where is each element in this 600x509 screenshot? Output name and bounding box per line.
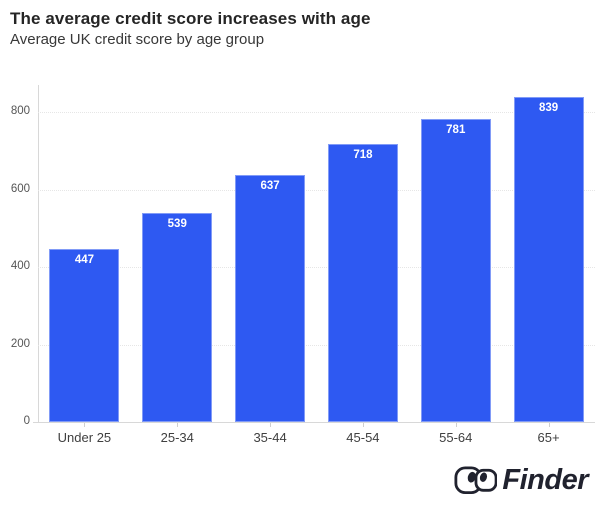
- gridline: [38, 267, 595, 269]
- finder-eyes-icon: [454, 466, 498, 495]
- bar: 637: [235, 175, 306, 422]
- gridline: [38, 344, 595, 346]
- x-axis-tick: [84, 423, 86, 427]
- y-tick-label: 200: [10, 337, 30, 350]
- bar: 718: [327, 143, 398, 422]
- y-axis-line: [38, 85, 39, 423]
- bar-value-label: 447: [74, 253, 94, 266]
- finder-logo-text: Finder: [502, 464, 588, 496]
- x-axis-tick: [177, 423, 179, 427]
- x-axis-label: 65+: [537, 430, 560, 445]
- x-axis-label: 35-44: [253, 430, 287, 445]
- x-axis-label: 25-34: [160, 430, 194, 445]
- bar-value-label: 539: [167, 218, 187, 231]
- y-tick-label: 600: [10, 182, 30, 195]
- gridline: [38, 189, 595, 191]
- x-axis-label: 55-64: [439, 430, 473, 445]
- bar-value-label: 718: [353, 148, 373, 161]
- bar: 447: [49, 248, 120, 422]
- bar: 539: [142, 213, 213, 422]
- gridline: [38, 112, 595, 114]
- x-axis-label: Under 25: [57, 430, 112, 445]
- x-axis-line: [33, 422, 595, 423]
- chart-subtitle: Average UK credit score by age group: [10, 31, 265, 48]
- y-tick-label: 0: [23, 415, 30, 427]
- bar-value-label: 839: [538, 102, 559, 114]
- bar: 781: [420, 119, 491, 422]
- bar-value-label: 637: [260, 180, 280, 193]
- x-axis-label: 45-54: [346, 430, 380, 445]
- x-axis-tick: [455, 423, 457, 427]
- x-axis-tick: [270, 423, 272, 427]
- x-axis-tick: [362, 423, 364, 427]
- y-tick-label: 800: [10, 105, 30, 118]
- chart-title: The average credit score increases with …: [10, 9, 371, 28]
- y-tick-label: 400: [10, 260, 30, 273]
- bar: 839: [513, 97, 584, 422]
- bar-value-label: 781: [446, 124, 466, 137]
- x-axis-tick: [548, 423, 550, 427]
- finder-logo: Finder: [454, 462, 588, 499]
